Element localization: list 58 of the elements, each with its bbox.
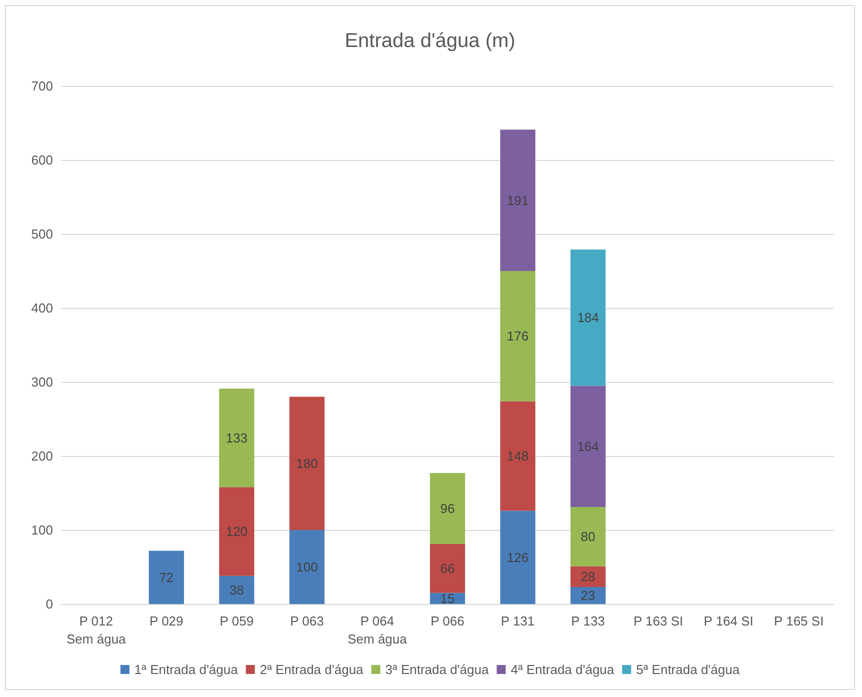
bar: [219, 388, 254, 488]
y-tick-label: 200: [31, 448, 53, 464]
y-tick-label: 400: [31, 300, 53, 316]
x-tick-label: P 064 Sem água: [348, 614, 408, 646]
data-label: 15: [440, 590, 455, 606]
data-label: 38: [229, 582, 244, 598]
y-tick-label: 0: [46, 596, 53, 612]
bar: [500, 130, 536, 271]
x-tick-label: P 133: [571, 614, 605, 628]
x-tick-label: P 063: [290, 614, 324, 628]
data-label: 133: [226, 430, 248, 446]
x-tick-label: P 059: [220, 614, 254, 628]
bar: [570, 507, 606, 566]
bar: [219, 487, 254, 576]
data-label: 191: [506, 192, 529, 208]
bar: [219, 576, 254, 604]
data-label: 176: [506, 328, 529, 344]
y-tick-label: 100: [31, 522, 53, 538]
data-label: 28: [580, 569, 596, 584]
data-label: 164: [577, 438, 599, 454]
y-tick-label: 300: [31, 374, 53, 390]
legend-label: 1ª Entrada d'água: [134, 662, 239, 677]
legend-label: 4ª Entrada d'água: [510, 662, 615, 677]
data-label: 100: [296, 560, 318, 574]
x-tick-label: P 164 SI: [704, 614, 754, 628]
bar: [148, 550, 184, 604]
x-tick-label: P 066: [430, 614, 464, 628]
bar: [289, 530, 325, 604]
data-label: 80: [580, 529, 596, 544]
data-label: 148: [506, 448, 529, 464]
bar: [500, 401, 536, 511]
x-tick-label: P 165 SI: [774, 614, 824, 628]
y-tick-label: 600: [31, 152, 53, 168]
bar: [570, 250, 606, 386]
bar: [289, 396, 325, 530]
bar: [500, 510, 536, 604]
x-tick-label: P 163 SI: [634, 614, 684, 628]
data-label: 23: [580, 588, 596, 603]
y-tick-label: 700: [31, 78, 53, 94]
y-tick-label: 500: [31, 226, 53, 242]
data-label: 66: [440, 560, 455, 576]
x-tick-label: P 012 Sem água: [66, 614, 127, 646]
bar: [570, 386, 606, 508]
x-tick-label: P 029: [150, 614, 184, 628]
bar: [500, 271, 536, 402]
data-label: 180: [296, 456, 318, 471]
legend-label: 2ª Entrada d'água: [260, 662, 364, 677]
data-label: 126: [506, 550, 529, 565]
data-label: 72: [159, 570, 174, 585]
bar: [430, 473, 466, 544]
data-label: 96: [440, 501, 455, 516]
legend-label: 5ª Entrada d'água: [636, 662, 740, 677]
data-label: 120: [226, 524, 248, 539]
legend-label: 3ª Entrada d'água: [385, 662, 490, 677]
bar: [430, 544, 466, 593]
data-label: 184: [577, 310, 599, 326]
x-tick-label: P 131: [500, 614, 535, 628]
chart-title: Entrada d'água (m): [344, 30, 516, 52]
